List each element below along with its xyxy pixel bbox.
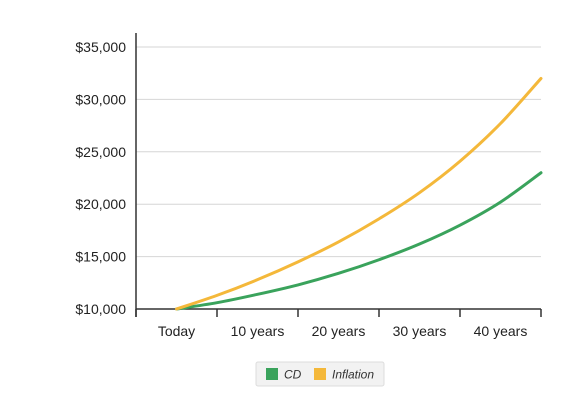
y-tick-label: $25,000	[75, 144, 126, 160]
legend-label-cd: CD	[284, 368, 302, 382]
y-tick-label: $20,000	[75, 196, 126, 212]
series-line-inflation	[175, 76, 543, 311]
x-tick-label: 40 years	[474, 323, 528, 339]
legend: CD Inflation	[255, 361, 385, 387]
series-line-cd	[175, 171, 543, 311]
x-tick-label: 10 years	[231, 323, 285, 339]
legend-swatch-inflation	[314, 368, 326, 380]
y-tick-label: $15,000	[75, 249, 126, 265]
x-tick-label: 30 years	[393, 323, 447, 339]
y-tick-label: $10,000	[75, 301, 126, 317]
legend-swatch-cd	[266, 368, 278, 380]
x-tick-label: 20 years	[312, 323, 366, 339]
axes	[135, 33, 541, 317]
x-axis-ticks: Today 10 years 20 years 30 years 40 years	[135, 309, 542, 339]
y-tick-label: $30,000	[75, 91, 126, 107]
y-tick-label: $35,000	[75, 39, 126, 55]
grid-lines	[136, 46, 541, 258]
legend-label-inflation: Inflation	[332, 368, 374, 382]
series-lines	[175, 76, 543, 311]
x-tick-label: Today	[158, 323, 195, 339]
y-axis-tick-labels: $10,000 $15,000 $20,000 $25,000 $30,000 $35,0…	[75, 39, 126, 317]
